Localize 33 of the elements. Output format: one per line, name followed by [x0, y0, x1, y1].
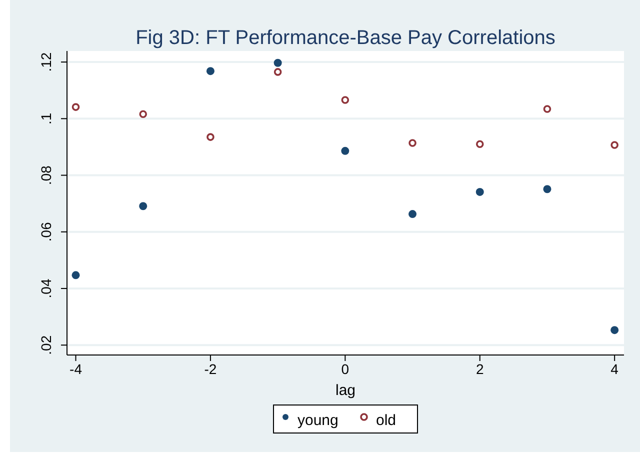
point — [274, 58, 282, 67]
x-tick-label: -4 — [70, 360, 82, 377]
point — [206, 133, 214, 141]
chart-title: Fig 3D: FT Performance-Base Pay Correlations — [136, 27, 556, 49]
y-tick-label: .02 — [38, 335, 54, 355]
point — [274, 68, 282, 76]
x-tick-label: 2 — [476, 360, 484, 377]
y-tick-label: .04 — [38, 278, 54, 298]
point — [341, 96, 350, 104]
point — [543, 105, 552, 113]
point — [476, 188, 484, 196]
point — [610, 141, 618, 149]
x-tick-label: 0 — [341, 360, 350, 377]
y-tick-label: .06 — [38, 222, 54, 242]
y-tick-label: .1 — [38, 112, 54, 124]
point — [476, 140, 484, 148]
point — [408, 139, 416, 147]
point — [72, 103, 80, 111]
x-tick-label: -2 — [204, 360, 217, 377]
point — [408, 210, 417, 218]
y-tick-label: .12 — [38, 52, 54, 72]
y-tick-label: .08 — [38, 165, 54, 185]
x-axis-title: lag — [335, 382, 356, 399]
point — [139, 202, 148, 210]
point — [610, 326, 619, 334]
point — [341, 146, 350, 155]
point — [543, 185, 552, 194]
x-tick-label: 4 — [610, 360, 619, 377]
point — [72, 271, 80, 280]
point — [139, 110, 148, 118]
legend-label: young — [298, 412, 338, 429]
point — [206, 67, 214, 76]
legend-label: old — [376, 412, 396, 429]
